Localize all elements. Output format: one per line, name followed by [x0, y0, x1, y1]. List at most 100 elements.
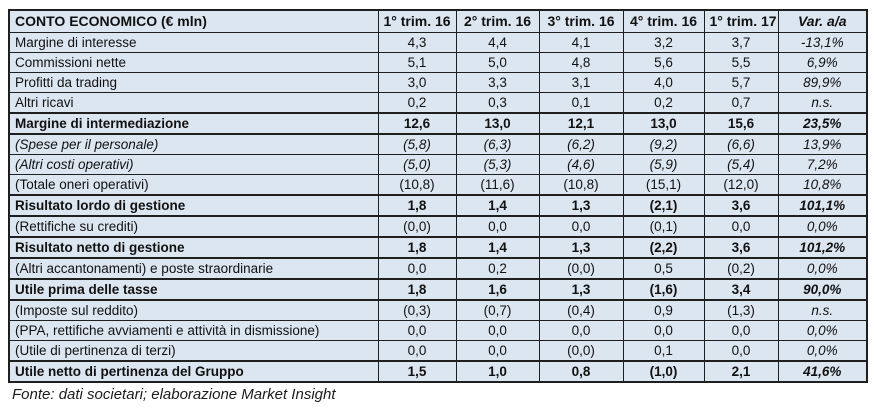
value-cell: (1,0): [622, 360, 705, 383]
value-cell: 1,0: [455, 360, 540, 383]
value-cell: 0,5: [622, 257, 705, 280]
value-cell: 1,5: [377, 360, 457, 383]
value-cell: 0,9: [622, 299, 705, 321]
value-cell: (1,3): [703, 299, 779, 321]
value-cell: (1,6): [622, 278, 705, 301]
value-cell: 3,7: [703, 32, 779, 53]
value-cell: 13,0: [622, 112, 705, 135]
value-cell: (5,4): [703, 154, 779, 175]
row-label-cell: Risultato lordo di gestione: [8, 194, 379, 217]
value-cell: 0,2: [455, 257, 540, 280]
row-label-cell: Commissioni nette: [8, 52, 379, 73]
value-cell: 0,0: [703, 215, 779, 238]
value-cell: 2,1: [703, 360, 779, 383]
conto-economico-table: CONTO ECONOMICO (€ mln) 1° trim. 16 2° t…: [8, 9, 868, 383]
value-cell: 15,6: [703, 112, 779, 135]
value-cell: (0,2): [703, 257, 779, 280]
var-cell: 41,6%: [777, 360, 868, 383]
var-cell: 0,0%: [777, 340, 868, 362]
column-header-var: Var. a/a: [777, 9, 868, 33]
table-row: Risultato lordo di gestione 1,8 1,4 1,3 (2,1…: [8, 194, 868, 217]
source-note: Fonte: dati societari; elaborazione Mark…: [12, 386, 336, 403]
value-cell: 0,0: [622, 320, 705, 341]
table-row: (Rettifiche su crediti) (0,0) 0,0 0,0 (0,1) 0…: [8, 215, 868, 238]
row-label-cell: (Altri accantonamenti) e poste straordin…: [8, 257, 379, 280]
table-row: (Utile di pertinenza di terzi) 0,0 0,0 (0,0…: [8, 340, 868, 362]
value-cell: 0,0: [455, 215, 540, 238]
table-row: (Altri accantonamenti) e poste straordin…: [8, 257, 868, 280]
row-label-cell: (Spese per il personale): [8, 133, 379, 155]
value-cell: 3,3: [455, 72, 540, 93]
value-cell: (12,0): [703, 174, 779, 196]
value-cell: 3,6: [703, 236, 779, 259]
row-label-cell: (Utile di pertinenza di terzi): [8, 340, 379, 362]
table-row: Profitti da trading 3,0 3,3 3,1 4,0 5,7 89,9%: [8, 72, 868, 93]
row-label-cell: Utile prima delle tasse: [8, 278, 379, 301]
row-label-cell: (Totale oneri operativi): [8, 174, 379, 196]
value-cell: 5,6: [622, 52, 705, 73]
table-body: Margine di interesse 4,3 4,4 4,1 3,2 3,7 -13,1…: [8, 32, 868, 383]
value-cell: 0,0: [455, 320, 540, 341]
value-cell: (2,1): [622, 194, 705, 217]
value-cell: (0,4): [538, 299, 624, 321]
value-cell: 12,1: [538, 112, 624, 135]
value-cell: 0,8: [538, 360, 624, 383]
value-cell: 1,6: [455, 278, 540, 301]
value-cell: (5,9): [622, 154, 705, 175]
column-header-q3-16: 3° trim. 16: [538, 9, 624, 33]
value-cell: 5,7: [703, 72, 779, 93]
value-cell: (4,6): [538, 154, 624, 175]
var-cell: 6,9%: [777, 52, 868, 73]
var-cell: -13,1%: [777, 32, 868, 53]
table-row: (PPA, rettifiche avviamenti e attività i…: [8, 320, 868, 341]
value-cell: 3,4: [703, 278, 779, 301]
value-cell: (5,8): [377, 133, 457, 155]
value-cell: 4,4: [455, 32, 540, 53]
value-cell: 4,0: [622, 72, 705, 93]
value-cell: 4,3: [377, 32, 457, 53]
table-row: (Totale oneri operativi) (10,8) (11,6) (10,…: [8, 174, 868, 196]
value-cell: 3,1: [538, 72, 624, 93]
var-cell: 7,2%: [777, 154, 868, 175]
value-cell: 1,8: [377, 278, 457, 301]
var-cell: 90,0%: [777, 278, 868, 301]
value-cell: (0,7): [455, 299, 540, 321]
value-cell: 0,0: [377, 257, 457, 280]
value-cell: 0,2: [377, 92, 457, 114]
value-cell: 1,3: [538, 194, 624, 217]
value-cell: 0,0: [538, 320, 624, 341]
var-cell: 13,9%: [777, 133, 868, 155]
var-cell: 0,0%: [777, 320, 868, 341]
table-row: (Spese per il personale) (5,8) (6,3) (6,2) (…: [8, 133, 868, 155]
value-cell: (15,1): [622, 174, 705, 196]
row-label-cell: (Rettifiche su crediti): [8, 215, 379, 238]
table-row: Margine di intermediazione 12,6 13,0 12,1 13…: [8, 112, 868, 135]
value-cell: 3,0: [377, 72, 457, 93]
table-row: Margine di interesse 4,3 4,4 4,1 3,2 3,7 -13,1…: [8, 32, 868, 53]
row-label-cell: (Imposte sul reddito): [8, 299, 379, 321]
value-cell: (11,6): [455, 174, 540, 196]
value-cell: 3,6: [703, 194, 779, 217]
value-cell: (6,6): [703, 133, 779, 155]
value-cell: 0,0: [538, 215, 624, 238]
value-cell: 1,4: [455, 236, 540, 259]
column-header-q1-17: 1° trim. 17: [703, 9, 779, 33]
header-row: CONTO ECONOMICO (€ mln) 1° trim. 16 2° t…: [8, 9, 868, 33]
table-row: (Altri costi operativi) (5,0) (5,3) (4,6) (5…: [8, 154, 868, 175]
value-cell: 4,1: [538, 32, 624, 53]
value-cell: 0,3: [455, 92, 540, 114]
row-label-cell: (PPA, rettifiche avviamenti e attività i…: [8, 320, 379, 341]
column-header-q1-16: 1° trim. 16: [377, 9, 457, 33]
value-cell: (6,2): [538, 133, 624, 155]
value-cell: (0,0): [377, 215, 457, 238]
var-cell: n.s.: [777, 92, 868, 114]
table-row: Utile netto di pertinenza del Gruppo 1,5 1…: [8, 360, 868, 383]
value-cell: 0,0: [703, 320, 779, 341]
value-cell: 1,8: [377, 194, 457, 217]
value-cell: (6,3): [455, 133, 540, 155]
table-row: Altri ricavi 0,2 0,3 0,1 0,2 0,7 n.s.: [8, 92, 868, 114]
value-cell: 0,0: [703, 340, 779, 362]
value-cell: (0,3): [377, 299, 457, 321]
table-row: Commissioni nette 5,1 5,0 4,8 5,6 5,5 6,9%: [8, 52, 868, 73]
